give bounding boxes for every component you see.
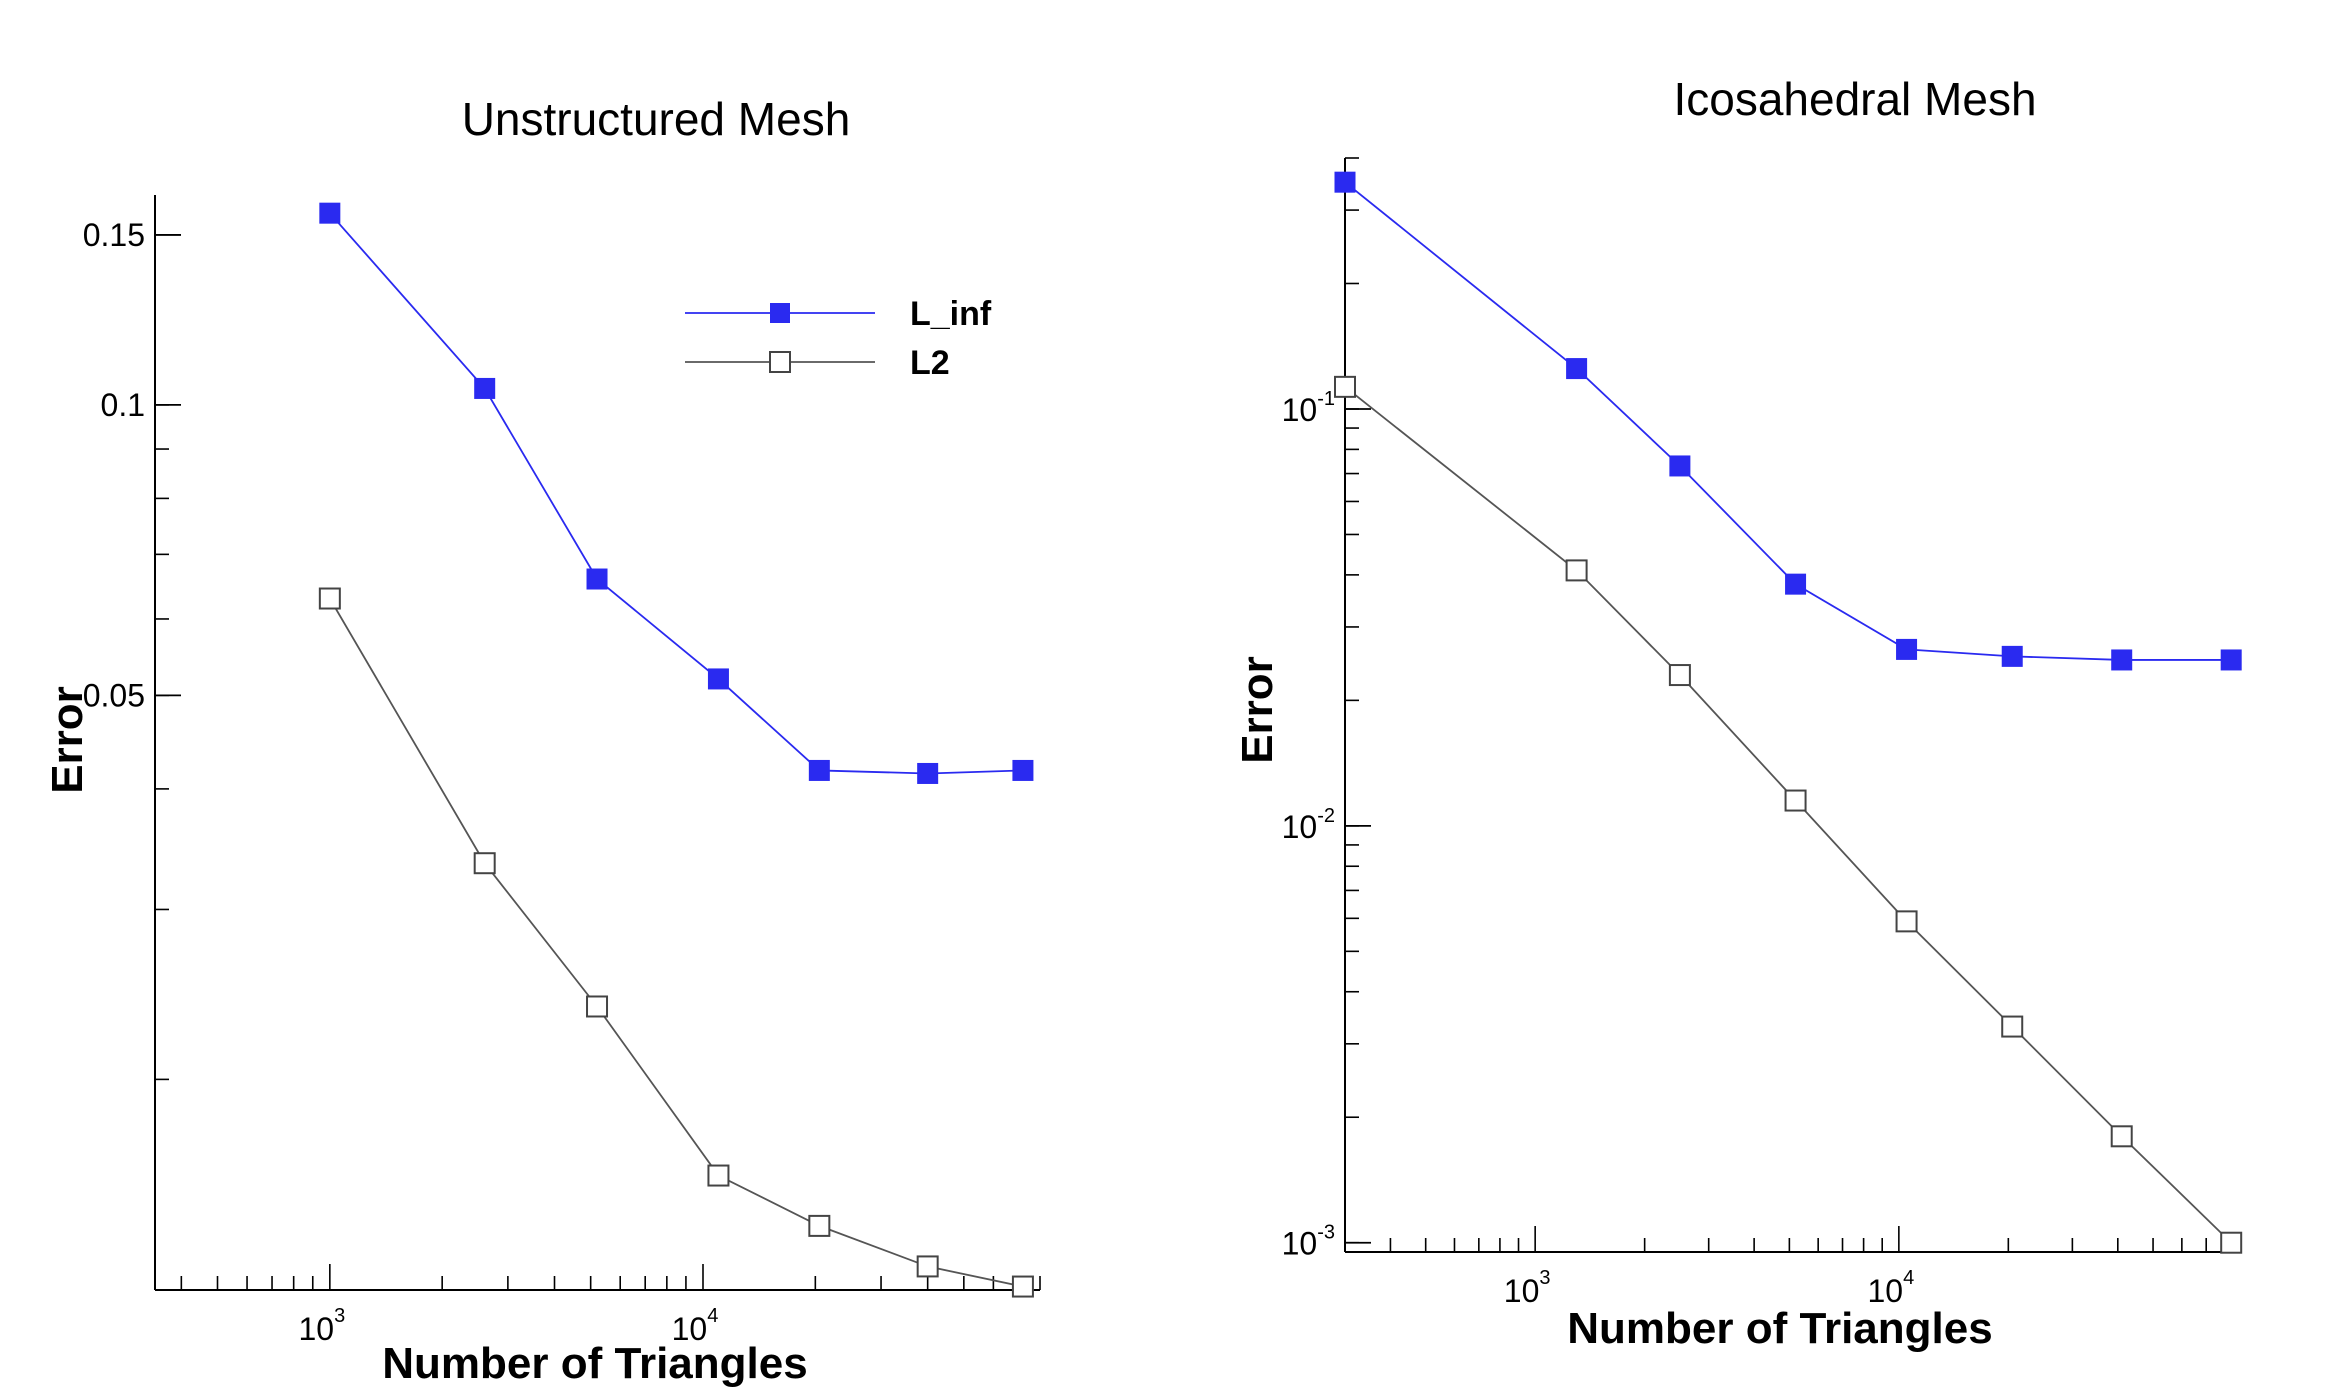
data-point [1334,171,1356,193]
data-point [1785,573,1807,595]
data-point [2001,645,2023,667]
data-point [319,202,341,224]
data-point [1012,759,1034,781]
data-point [2001,1015,2024,1038]
data-point [808,759,830,781]
y-axis-label: Error [43,686,92,794]
legend-marker [770,303,790,323]
data-point [1896,638,1918,660]
legend: L_inf L2 [685,295,992,382]
axes [1344,158,2235,1253]
data-point [586,995,609,1018]
chart-title: Icosahedral Mesh [1673,73,2036,125]
data-point [2220,649,2242,671]
data-point [1011,1275,1034,1298]
x-axis-label: Number of Triangles [1567,1304,1992,1353]
chart-title: Unstructured Mesh [462,93,851,145]
data-point [1669,455,1691,477]
x-axis-label: Number of Triangles [382,1339,807,1388]
series-layer [318,202,1034,1298]
series-line-l2 [329,598,1024,1288]
ticks: 103 104 10-1 10-2 10-3 [1282,157,2229,1309]
data-point [2220,1231,2243,1254]
x-tick-label: 104 [1867,1267,1914,1309]
data-point [1565,559,1588,582]
legend-label: L2 [910,344,950,382]
y-tick-label: 0.05 [83,677,145,713]
data-point [808,1214,831,1237]
legend-label: L_inf [910,295,992,333]
chart-icosahedral-mesh: Icosahedral Mesh Number of Triangles Err… [1233,73,2243,1353]
axes [154,195,1040,1291]
data-point [1895,910,1918,933]
data-point [473,852,496,875]
ticks: 103 104 0.05 0.1 0.15 [83,217,1041,1347]
data-point [1566,358,1588,380]
y-tick-label: 10-3 [1282,1222,1335,1262]
legend-marker [769,351,791,373]
data-point [1334,375,1356,398]
x-tick-label: 103 [1504,1267,1551,1309]
data-point [707,668,729,690]
y-tick-label: 0.1 [101,387,145,423]
data-point [2111,649,2133,671]
data-point [2110,1125,2133,1148]
chart-unstructured-mesh: Unstructured Mesh Number of Triangles Er… [43,93,1041,1388]
x-tick-label: 103 [298,1305,345,1347]
y-axis-label: Error [1233,656,1282,764]
series-line-l-inf [1344,181,2232,661]
data-point [1784,789,1807,812]
data-point [586,568,608,590]
y-tick-label: 10-2 [1282,805,1335,845]
y-tick-label: 0.15 [83,217,145,253]
series-line-l2 [1344,386,2232,1244]
x-tick-label: 104 [672,1305,719,1347]
data-point [1668,664,1691,687]
series-layer [1334,171,2243,1254]
data-point [707,1164,730,1187]
data-point [916,1255,939,1278]
data-point [318,587,341,610]
data-point [474,377,496,399]
data-point [917,762,939,784]
y-tick-label: 10-1 [1282,388,1335,428]
